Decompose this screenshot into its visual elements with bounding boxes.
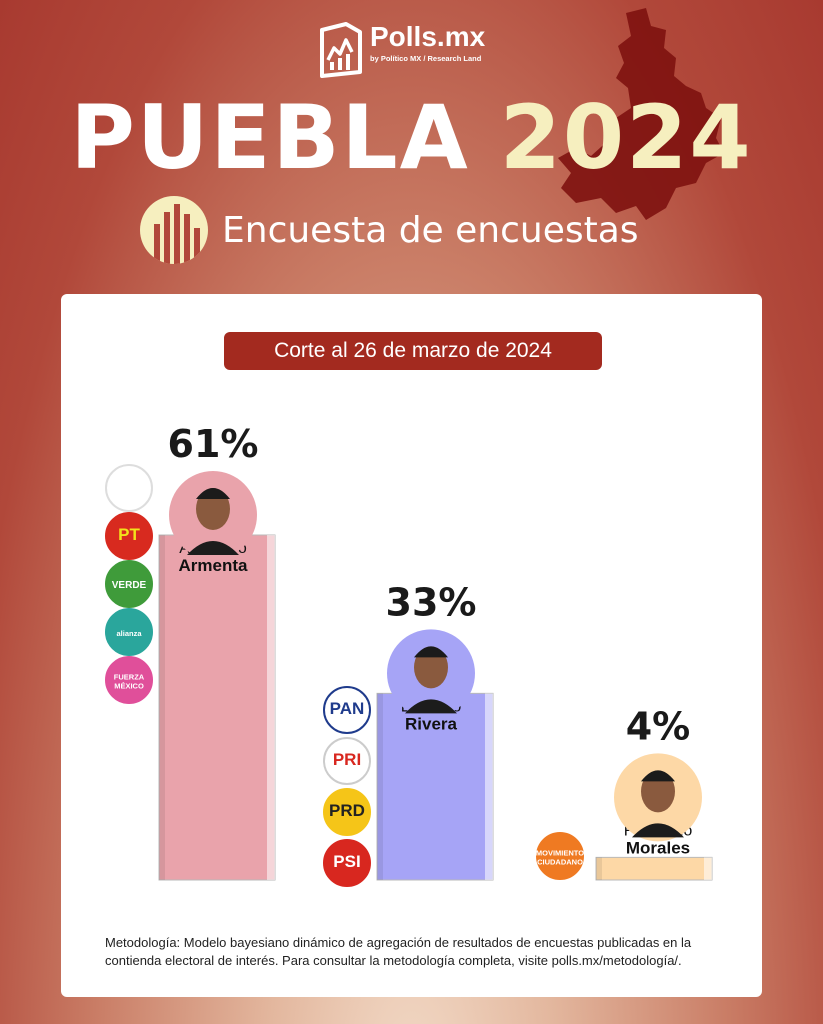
- candidate-last-name: Morales: [626, 838, 690, 857]
- subtitle-row: Encuesta de encuestas: [140, 196, 639, 264]
- bar-highlight: [267, 535, 275, 880]
- bar-shadow: [596, 857, 602, 880]
- party-logo-pan: [323, 686, 371, 734]
- party-label: FUERZA: [114, 673, 145, 682]
- bar-armenta: [158, 534, 276, 881]
- party-label: PRD: [329, 801, 365, 820]
- party-label: morena: [111, 484, 148, 495]
- brand-name: Polls.mx: [370, 21, 486, 52]
- candidate-last-name: Rivera: [405, 714, 458, 733]
- party-label: MOVIMIENTO: [536, 849, 584, 858]
- bar-highlight: [704, 857, 712, 880]
- date-label: Corte al 26 de marzo de 2024: [224, 332, 602, 370]
- title-state: PUEBLA: [70, 86, 470, 189]
- value-label: 61%: [168, 422, 259, 466]
- methodology-note: Metodología: Modelo bayesiano dinámico d…: [105, 935, 692, 968]
- party-logo-psi: [323, 839, 371, 887]
- party-logo-alianza: [105, 608, 153, 656]
- party-logo-verde: [105, 560, 153, 608]
- party-label: alianza: [116, 629, 142, 638]
- value-label: 33%: [386, 580, 477, 624]
- bar-chart-icon: [140, 196, 208, 264]
- party-label: PT: [118, 525, 140, 544]
- party-label: VERDE: [112, 580, 147, 591]
- bar-rivera: [376, 692, 494, 881]
- party-logo-movimiento-ciudadano: [536, 832, 584, 880]
- party-label: PRI: [333, 750, 361, 769]
- party-logo-prd: [323, 788, 371, 836]
- candidate-suit: [632, 823, 684, 838]
- party-logo-pri: [323, 737, 371, 785]
- brand-logo: Polls.mx by Político MX / Research Land: [316, 22, 485, 78]
- bar-highlight: [485, 693, 493, 880]
- bar-morales: [595, 856, 713, 881]
- subtitle: Encuesta de encuestas: [222, 209, 639, 251]
- bar-shadow: [159, 535, 165, 880]
- chart-card: Corte al 26 de marzo de 2024 AlejandroAr…: [61, 294, 762, 997]
- polls-logo-icon: [320, 22, 362, 78]
- bar-shadow: [377, 693, 383, 880]
- candidate-suit: [405, 699, 457, 714]
- candidate-suit: [187, 541, 239, 555]
- page-title: PUEBLA 2024: [0, 88, 823, 188]
- party-label: PAN: [330, 699, 365, 718]
- puebla-map-icon: [558, 8, 724, 220]
- party-label: CIUDADANO: [537, 858, 583, 867]
- party-logo-fuerza-méxico: [105, 656, 153, 704]
- candidate-hair: [414, 646, 448, 658]
- party-label: PSI: [333, 852, 360, 871]
- candidate-hair: [196, 488, 230, 499]
- party-label: MÉXICO: [114, 682, 144, 691]
- candidate-last-name: Armenta: [179, 556, 249, 575]
- bar-chart: AlejandroArmenta61%morenaPTVERDEalianzaF…: [105, 422, 713, 887]
- title-year: 2024: [499, 86, 753, 189]
- candidate-hair: [641, 770, 675, 782]
- value-label: 4%: [626, 704, 691, 748]
- party-logo-pt: [105, 512, 153, 560]
- brand-subtitle: by Político MX / Research Land: [370, 54, 482, 63]
- party-logo-morena: [105, 464, 153, 512]
